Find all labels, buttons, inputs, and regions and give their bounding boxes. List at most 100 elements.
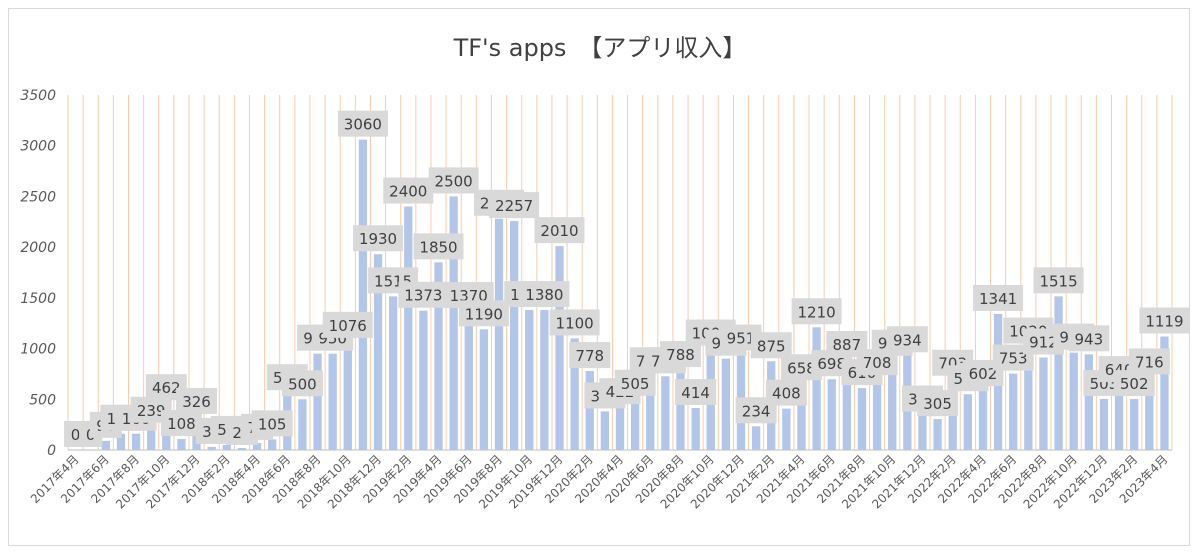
data-label: 2010 [540, 222, 578, 240]
bar [570, 338, 579, 450]
data-label: 234 [742, 402, 771, 420]
data-label: 305 [923, 395, 952, 413]
data-label-box [176, 387, 218, 414]
data-label: 602 [969, 365, 998, 383]
data-label: 3060 [344, 116, 382, 134]
y-tick-label: 1500 [20, 291, 56, 307]
data-labels: 0090160160239462108326305020701055605009… [64, 110, 1190, 447]
data-label: 943 [1075, 330, 1104, 348]
bar [343, 340, 352, 450]
bar [1099, 398, 1109, 450]
bar [751, 426, 761, 450]
data-label: 2257 [495, 197, 533, 215]
data-label: 502 [1120, 375, 1149, 393]
data-label: 500 [288, 375, 317, 393]
bar [509, 221, 519, 450]
bar [494, 218, 504, 450]
bar [827, 379, 836, 450]
bar [298, 399, 307, 450]
bar [842, 360, 852, 450]
bar [101, 440, 110, 450]
bar [933, 419, 942, 450]
data-label-box [160, 410, 202, 437]
data-label-box [281, 370, 323, 397]
bar [177, 439, 186, 450]
data-label: 778 [575, 347, 604, 365]
data-label: 912 [1029, 333, 1058, 351]
bar [328, 353, 337, 450]
data-label: 239 [137, 402, 166, 420]
y-tick-label: 2000 [20, 240, 56, 256]
data-label: 2400 [389, 183, 427, 201]
data-label: 1380 [525, 286, 563, 304]
bar [691, 408, 700, 450]
data-label: 875 [757, 337, 786, 355]
data-label-box [489, 192, 540, 219]
data-label-box [458, 300, 509, 327]
data-label: 658 [787, 359, 816, 377]
data-label: 951 [727, 330, 756, 348]
bar [434, 262, 443, 450]
data-label-box [614, 369, 656, 396]
data-label: 108 [167, 415, 196, 433]
data-label: 1850 [419, 238, 457, 256]
bar [721, 358, 731, 450]
data-label: 1190 [465, 305, 503, 323]
bar [1130, 399, 1139, 450]
data-label-box [1068, 325, 1110, 352]
bar [252, 442, 262, 450]
data-label: 505 [621, 375, 650, 393]
data-label-box [791, 298, 842, 325]
bar [1054, 296, 1063, 450]
data-label-box [1113, 370, 1155, 397]
data-label-box [886, 326, 928, 353]
data-label: 1515 [1039, 272, 1077, 290]
bar [630, 398, 640, 450]
data-label: 1341 [979, 290, 1017, 308]
bar [1039, 357, 1048, 450]
y-tick-label: 2500 [20, 189, 56, 205]
data-label: 1100 [556, 314, 594, 332]
bar [661, 376, 670, 450]
data-label: 1210 [798, 303, 836, 321]
bar [358, 139, 368, 450]
data-label-box [398, 281, 449, 308]
bar [797, 383, 806, 450]
bar [555, 246, 564, 450]
y-axis: 0 500 1000 1500 2000 2500 3000 3500 [20, 88, 56, 459]
bar [116, 433, 126, 450]
data-label: 887 [833, 336, 862, 354]
bar [540, 310, 549, 450]
data-label: 788 [666, 346, 695, 364]
bar [268, 439, 277, 450]
data-label-box [765, 379, 807, 406]
bar [812, 327, 821, 450]
data-label-box [1139, 307, 1190, 334]
bar [464, 311, 473, 450]
data-label: 698 [817, 355, 846, 373]
bar [207, 446, 216, 450]
bar [388, 296, 398, 450]
data-label-box [428, 167, 479, 194]
y-tick-label: 1000 [20, 342, 56, 358]
data-label: 708 [863, 354, 892, 372]
bar [1084, 354, 1093, 450]
data-label: 1076 [329, 317, 367, 335]
data-label: 1930 [359, 230, 397, 248]
data-label: 462 [152, 379, 181, 397]
data-label: 414 [681, 384, 710, 402]
data-label: 934 [893, 331, 922, 349]
data-label-box [549, 309, 600, 336]
bar [1009, 373, 1018, 450]
chart-title: TF's apps 【アプリ収入】 [453, 34, 747, 62]
bar [782, 408, 791, 450]
bar [525, 310, 534, 450]
bar [1024, 346, 1033, 450]
y-tick-label: 3500 [20, 88, 56, 104]
data-label-box [1033, 267, 1084, 294]
bar [1160, 336, 1169, 450]
bar [313, 353, 322, 450]
bars [101, 139, 1169, 450]
bar [676, 370, 685, 450]
